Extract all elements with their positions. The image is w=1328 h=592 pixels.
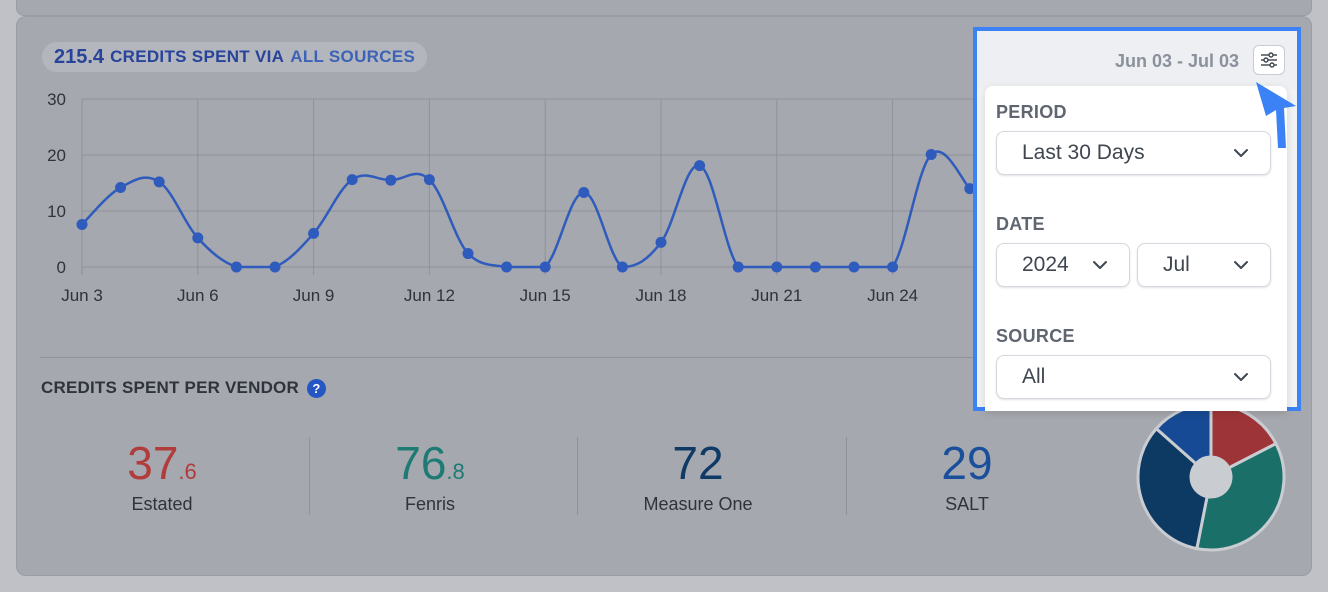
vendor-separator: [846, 437, 847, 515]
vendor-title-text: CREDITS SPENT PER VENDOR: [41, 378, 299, 397]
x-tick-label: Jun 9: [293, 286, 335, 305]
vendor-section-title: CREDITS SPENT PER VENDOR ?: [41, 378, 326, 398]
vendor-value-decimal: .6: [178, 459, 197, 484]
date-range-label: Jun 03 - Jul 03: [1114, 51, 1239, 71]
date-label: DATE: [996, 214, 1045, 234]
data-point: [964, 183, 976, 195]
data-point: [925, 148, 937, 160]
data-point: [269, 261, 281, 273]
period-select[interactable]: Last 30 Days: [996, 131, 1271, 175]
vendor-name: Fenris: [404, 494, 455, 514]
chevron-down-icon: [1234, 373, 1248, 381]
data-point: [115, 181, 127, 193]
chevron-down-icon: [1093, 261, 1107, 269]
vendor-stat-fenris: 76.8 Fenris: [296, 437, 564, 515]
vendor-donut-chart: [1136, 404, 1286, 552]
arrow-pointer-icon: [1256, 82, 1296, 148]
credits-summary: 215.4 CREDITS SPENT VIA ALL SOURCES: [42, 42, 428, 72]
data-point: [655, 236, 667, 248]
data-point: [346, 174, 358, 186]
month-select-value: Jul: [1163, 253, 1190, 276]
x-tick-label: Jun 18: [635, 286, 686, 305]
filter-dropdown: PERIOD Last 30 Days DATE 2024 Jul SOURCE…: [985, 86, 1287, 411]
y-tick-label: 10: [47, 202, 66, 221]
previous-card: [16, 0, 1312, 16]
vendor-value: 29: [941, 437, 993, 489]
data-point: [887, 261, 899, 273]
vendor-name: SALT: [945, 494, 989, 514]
data-point: [809, 261, 821, 273]
period-label: PERIOD: [996, 102, 1067, 122]
filter-panel: Jun 03 - Jul 03 PERIOD Last 30 Days DATE…: [973, 27, 1301, 411]
vendor-value-decimal: .8: [446, 459, 465, 484]
sliders-icon: [1261, 52, 1277, 68]
data-point: [423, 174, 435, 186]
section-divider: [40, 357, 980, 358]
help-icon[interactable]: ?: [306, 378, 326, 398]
vendor-stat-salt: 29 SALT: [833, 437, 1101, 515]
data-point: [230, 261, 242, 273]
x-tick-label: Jun 3: [61, 286, 103, 305]
data-point: [462, 248, 474, 260]
series-line: [81, 150, 971, 269]
data-point: [771, 261, 783, 273]
credits-text: CREDITS SPENT VIA: [110, 47, 285, 66]
data-point: [385, 174, 397, 186]
vendor-value: 37: [127, 437, 179, 489]
donut-slice: [1195, 441, 1286, 552]
chevron-down-icon: [1234, 149, 1248, 157]
vendor-value: 72: [672, 437, 724, 489]
source-select[interactable]: All: [996, 355, 1271, 399]
vendor-separator: [309, 437, 310, 515]
year-select[interactable]: 2024: [996, 243, 1130, 287]
data-point: [539, 261, 551, 273]
data-point: [616, 261, 628, 273]
vendor-stat-estated: 37.6 Estated: [28, 437, 296, 515]
x-tick-label: Jun 21: [751, 286, 802, 305]
data-point: [76, 218, 88, 230]
x-tick-label: Jun 12: [404, 286, 455, 305]
source-select-value: All: [1022, 365, 1046, 388]
data-point: [308, 227, 320, 239]
source-label: SOURCE: [996, 326, 1075, 346]
vendor-stat-measure-one: 72 Measure One: [564, 437, 832, 515]
y-tick-label: 0: [57, 258, 66, 277]
period-select-value: Last 30 Days: [1022, 141, 1145, 164]
month-select[interactable]: Jul: [1137, 243, 1271, 287]
filter-button[interactable]: [1253, 45, 1285, 75]
vendor-separator: [577, 437, 578, 515]
filter-panel-header: Jun 03 - Jul 03: [977, 31, 1297, 89]
data-point: [848, 261, 860, 273]
credits-line-chart: 0 10 20 30 Jun 3 Jun 6 Jun 9 Jun 12 Jun 15 Jun 18…: [47, 90, 1000, 305]
x-tick-label: Jun 15: [520, 286, 571, 305]
x-tick-label: Jun 6: [177, 286, 219, 305]
data-point: [192, 232, 204, 244]
credits-amount: 215.4: [54, 45, 105, 68]
data-point: [732, 261, 744, 273]
vendor-name: Estated: [131, 494, 193, 514]
vendor-name: Measure One: [643, 494, 753, 514]
data-point: [694, 160, 706, 172]
chevron-down-icon: [1234, 261, 1248, 269]
year-select-value: 2024: [1022, 253, 1069, 276]
donut-hole: [1191, 457, 1231, 497]
y-tick-label: 30: [47, 90, 66, 109]
vendor-value: 76: [395, 437, 447, 489]
data-point: [578, 187, 590, 199]
data-point: [501, 261, 513, 273]
data-point: [153, 176, 165, 188]
x-tick-label: Jun 24: [867, 286, 918, 305]
credits-source[interactable]: ALL SOURCES: [290, 47, 416, 66]
y-tick-label: 20: [47, 146, 66, 165]
